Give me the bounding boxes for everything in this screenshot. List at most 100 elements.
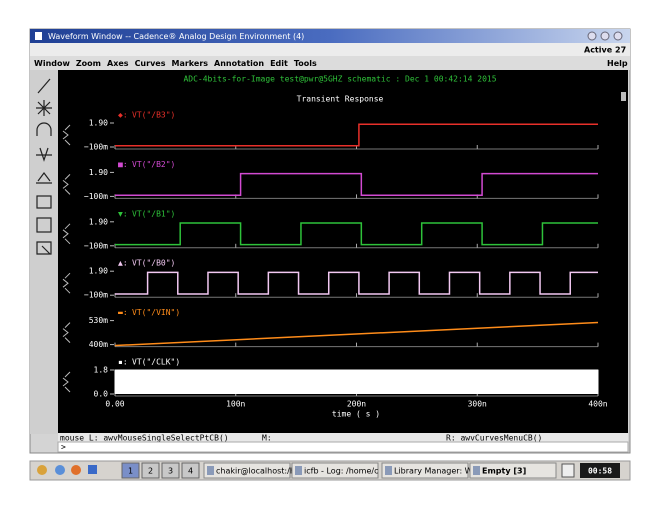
- window-title: Waveform Window -- Cadence® Analog Desig…: [48, 32, 304, 41]
- toolbar: [30, 70, 58, 434]
- scroll-handle[interactable]: [621, 92, 626, 101]
- waveform: [115, 222, 598, 246]
- task-icon: [473, 466, 480, 475]
- legend-name: VT("/B1"): [132, 209, 175, 218]
- legend-symbol: ▲:: [118, 259, 128, 268]
- y-tick-label: 0.0: [94, 390, 109, 399]
- menu-item[interactable]: Tools: [294, 59, 317, 68]
- status-left: mouse L: awvMouseSingleSelectPtCB(): [60, 434, 229, 443]
- tool-icon[interactable]: [36, 217, 52, 233]
- legend-name: VT("/CLK"): [132, 358, 180, 367]
- launcher-icon[interactable]: [88, 465, 97, 474]
- y-tick-label: −100m: [84, 192, 108, 201]
- plot-title: Transient Response: [297, 95, 384, 104]
- y-axis-bracket: [62, 174, 71, 195]
- menu-item[interactable]: Markers: [171, 59, 208, 68]
- maximize-button[interactable]: [600, 31, 610, 41]
- x-tick-label: 100n: [226, 400, 245, 409]
- tray-icon[interactable]: [561, 463, 575, 478]
- menu-item[interactable]: Edit: [270, 59, 288, 68]
- plot-header: ADC-4bits-for-Image test@pwr@5GHZ schema…: [183, 75, 496, 84]
- close-button[interactable]: [613, 31, 623, 41]
- tool-icon[interactable]: [36, 147, 52, 162]
- x-tick-label: 400n: [588, 400, 607, 409]
- task-label: Library Manager: W: [394, 467, 473, 476]
- legend-symbol: ◆:: [118, 111, 128, 120]
- task-button[interactable]: [203, 462, 291, 479]
- clock-waveform: [114, 369, 599, 395]
- y-tick-label: 1.90: [89, 168, 108, 177]
- launcher-icon[interactable]: [37, 465, 47, 475]
- y-axis-bracket: [62, 272, 71, 294]
- active-label: Active: [584, 46, 613, 55]
- legend-name: VT("/B2"): [132, 160, 175, 169]
- menu-item[interactable]: Window: [34, 59, 70, 68]
- menu-item[interactable]: Axes: [107, 59, 129, 68]
- menu-item[interactable]: Annotation: [214, 59, 264, 68]
- legend-symbol: ▪:: [118, 358, 128, 367]
- desktop-label: 4: [188, 467, 193, 476]
- tool-icon[interactable]: [36, 122, 52, 136]
- y-tick-label: 400m: [89, 340, 108, 349]
- menu-item[interactable]: Curves: [135, 59, 166, 68]
- task-icon: [385, 466, 392, 475]
- desktop-label: 1: [128, 467, 133, 476]
- info-bar: [30, 43, 630, 56]
- desktop-button[interactable]: [181, 462, 200, 479]
- status-bar: [58, 433, 628, 442]
- desktop-button[interactable]: [141, 462, 160, 479]
- waveform: [115, 172, 598, 196]
- menu-item[interactable]: Help: [607, 59, 628, 68]
- legend-name: VT("/B0"): [132, 259, 175, 268]
- clock: 00:58: [588, 467, 612, 476]
- tool-icon[interactable]: [36, 241, 52, 255]
- minimize-button[interactable]: [587, 31, 597, 41]
- waveform: [114, 321, 599, 347]
- x-axis-label: time ( s ): [332, 410, 380, 419]
- task-button[interactable]: [291, 462, 379, 479]
- active-count: 27: [615, 46, 626, 55]
- y-axis-bracket: [62, 124, 71, 146]
- menu-item[interactable]: Zoom: [76, 59, 101, 68]
- y-tick-label: −100m: [84, 291, 108, 300]
- tool-icon[interactable]: [36, 100, 52, 116]
- y-tick-label: 1.90: [89, 119, 108, 128]
- clock-box: [580, 463, 620, 478]
- task-label: chakir@localhost:/h: [216, 467, 295, 476]
- x-tick-label: 0.00: [105, 400, 124, 409]
- status-middle: M:: [262, 434, 272, 443]
- waveform: [115, 123, 598, 147]
- status-right: R: awvCurvesMenuCB(): [446, 434, 542, 443]
- tool-icon[interactable]: [36, 195, 52, 209]
- task-button[interactable]: [469, 462, 557, 479]
- desktop-button[interactable]: [121, 462, 140, 479]
- task-label: icfb - Log: /home/c: [304, 467, 378, 476]
- x-tick-label: 300n: [468, 400, 487, 409]
- window-icon: [35, 32, 42, 40]
- prompt: >: [61, 443, 66, 452]
- command-line[interactable]: [57, 441, 629, 453]
- task-button[interactable]: [381, 462, 469, 479]
- launcher-icon[interactable]: [55, 465, 65, 475]
- y-tick-label: −100m: [84, 143, 108, 152]
- y-axis-bracket: [62, 371, 71, 393]
- y-tick-label: 1.8: [94, 366, 109, 375]
- launcher-icon[interactable]: [71, 465, 81, 475]
- tool-icon[interactable]: [36, 172, 52, 184]
- title-bar: [30, 29, 630, 43]
- desktop-label: 2: [148, 467, 153, 476]
- desktop-button[interactable]: [161, 462, 180, 479]
- x-tick-label: 200n: [347, 400, 366, 409]
- menu-bar: [30, 56, 630, 70]
- tool-icon[interactable]: [37, 78, 51, 94]
- y-axis-bracket: [62, 223, 71, 245]
- y-tick-label: 1.90: [89, 217, 108, 226]
- waveform: [115, 271, 598, 295]
- desktop-label: 3: [168, 467, 173, 476]
- task-icon: [295, 466, 302, 475]
- legend-symbol: ■:: [118, 160, 128, 169]
- legend-name: VT("/B3"): [132, 111, 175, 120]
- legend-symbol: ▬:: [118, 308, 128, 317]
- task-icon: [207, 466, 214, 475]
